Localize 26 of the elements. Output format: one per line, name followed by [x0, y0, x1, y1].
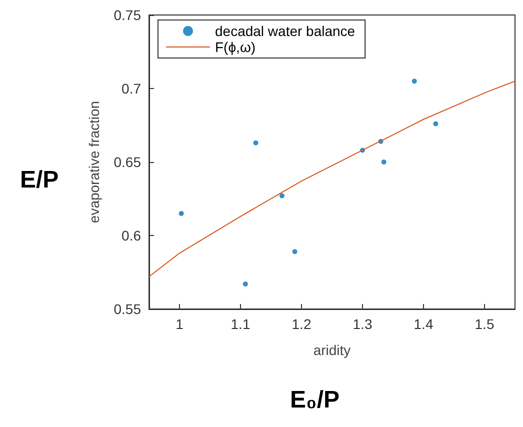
y-tick-label: 0.6	[122, 228, 142, 244]
point	[253, 140, 258, 146]
line-series	[148, 80, 516, 278]
legend-label: F(ϕ,ω)	[215, 39, 256, 55]
y-tick-label: 0.55	[114, 301, 142, 317]
point	[242, 282, 248, 287]
x-tick-label: 1.3	[352, 316, 372, 332]
point	[292, 249, 298, 254]
y-axis-title: evaporative fraction	[86, 100, 102, 224]
point	[412, 78, 417, 84]
point	[279, 193, 284, 198]
x-axis-title: aridity	[313, 342, 351, 358]
x-tick-label: 1.5	[474, 316, 494, 332]
x-tick-label: 1.2	[292, 316, 312, 332]
point	[433, 121, 438, 126]
x-tick-label: 1.1	[230, 316, 250, 332]
text: E/P	[20, 166, 59, 194]
x-tick-label: 1.4	[414, 316, 434, 332]
y-tick-label: 0.75	[114, 7, 142, 23]
point	[381, 160, 386, 164]
y-tick-label: 0.65	[114, 154, 142, 170]
y-tick-label: 0.7	[122, 80, 142, 96]
x-tick-label: 1	[176, 316, 184, 332]
legend-label: decadal water balance	[215, 23, 356, 39]
point	[178, 210, 184, 216]
text: E₀/P	[290, 386, 340, 414]
